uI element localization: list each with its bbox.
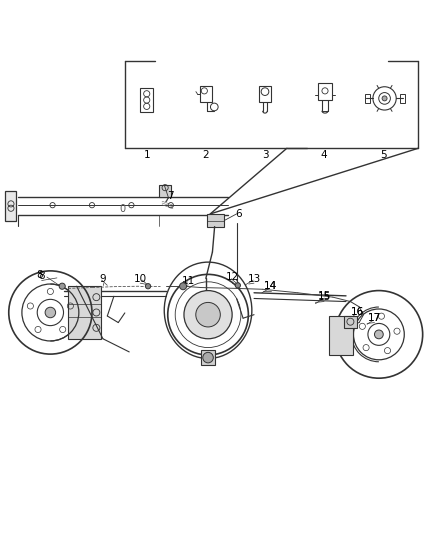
Text: 8: 8 xyxy=(36,270,43,280)
Bar xyxy=(344,316,357,328)
Circle shape xyxy=(180,282,187,290)
Circle shape xyxy=(203,352,213,363)
Bar xyxy=(259,86,271,102)
Bar xyxy=(200,86,212,102)
Bar xyxy=(318,83,332,100)
Text: 6: 6 xyxy=(235,209,242,219)
Circle shape xyxy=(145,284,151,289)
Circle shape xyxy=(374,330,383,339)
Text: 5: 5 xyxy=(380,150,387,160)
Text: 17: 17 xyxy=(368,313,381,323)
Bar xyxy=(159,185,171,197)
Bar xyxy=(328,316,353,356)
Text: 14: 14 xyxy=(264,281,277,291)
Text: 2: 2 xyxy=(202,150,209,160)
Circle shape xyxy=(59,283,65,289)
Text: 3: 3 xyxy=(261,150,268,160)
Circle shape xyxy=(382,96,387,101)
Text: 16: 16 xyxy=(350,307,364,317)
Circle shape xyxy=(196,302,220,327)
Text: 10: 10 xyxy=(134,274,147,284)
Text: 16: 16 xyxy=(350,308,364,318)
Text: 15: 15 xyxy=(318,291,331,301)
Text: 1: 1 xyxy=(143,150,150,160)
Text: 13: 13 xyxy=(247,274,261,284)
Bar xyxy=(364,94,370,102)
Text: 15: 15 xyxy=(318,292,331,302)
Bar xyxy=(141,88,153,112)
Text: 0: 0 xyxy=(120,204,126,214)
Text: 4: 4 xyxy=(321,150,328,160)
Bar xyxy=(68,286,101,339)
Text: 8: 8 xyxy=(38,271,45,281)
Circle shape xyxy=(184,290,232,339)
Text: 11: 11 xyxy=(182,276,195,286)
Circle shape xyxy=(235,282,240,288)
Bar xyxy=(5,191,16,221)
Circle shape xyxy=(45,307,56,318)
Bar xyxy=(399,94,405,102)
Text: 17: 17 xyxy=(368,313,381,323)
Bar xyxy=(207,214,224,227)
Text: 12: 12 xyxy=(226,272,239,282)
Text: 7: 7 xyxy=(167,191,174,201)
Text: 14: 14 xyxy=(264,281,277,291)
Text: 9: 9 xyxy=(99,274,106,284)
Bar xyxy=(201,350,215,365)
